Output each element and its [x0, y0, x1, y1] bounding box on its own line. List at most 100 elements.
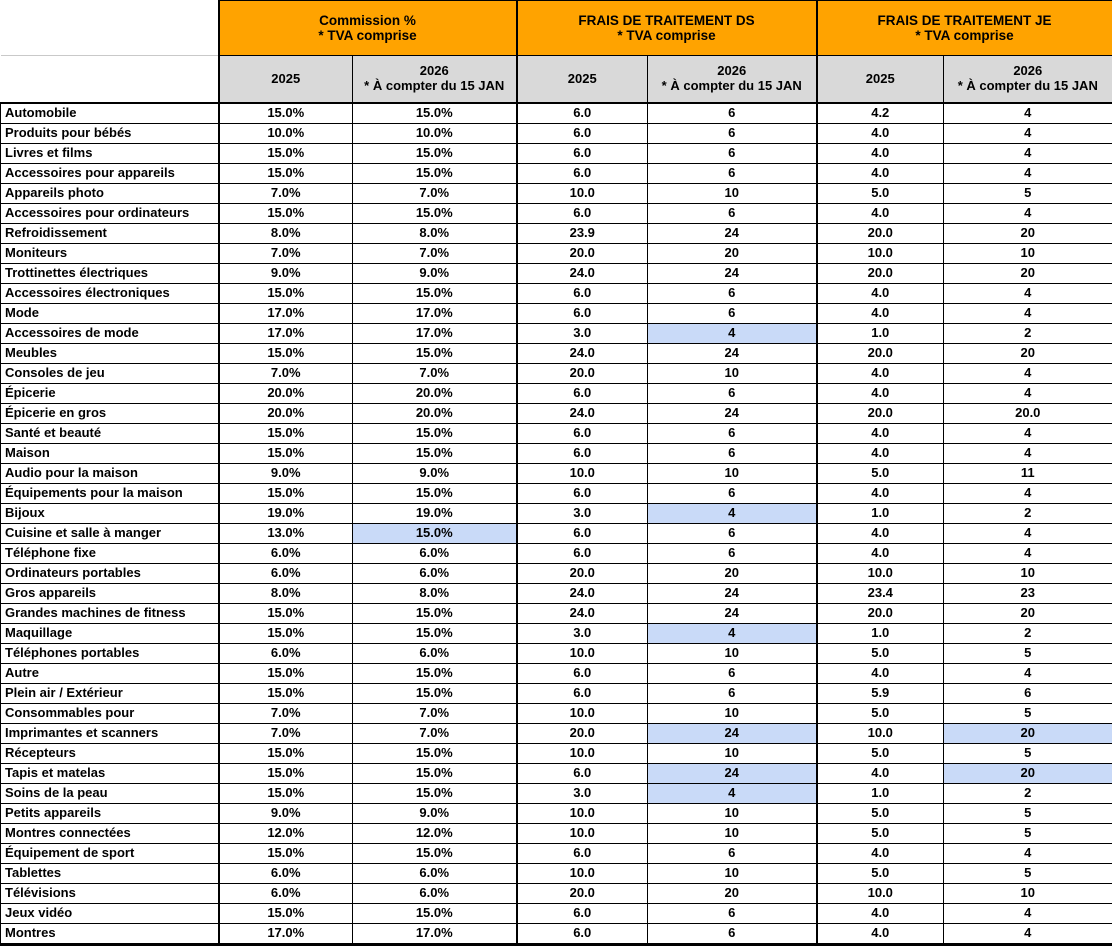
category-cell[interactable]: Jeux vidéo	[0, 903, 220, 924]
value-cell[interactable]: 4	[943, 663, 1112, 684]
value-cell[interactable]: 15.0%	[352, 683, 517, 704]
year-header-2025[interactable]: 2025	[217, 55, 353, 104]
value-cell[interactable]: 15.0%	[218, 903, 353, 924]
value-cell[interactable]: 15.0%	[218, 483, 353, 504]
value-cell[interactable]: 4.0	[815, 663, 945, 684]
value-cell[interactable]: 6.0	[515, 903, 648, 924]
value-cell[interactable]: 19.0%	[218, 503, 353, 524]
value-cell[interactable]: 20.0	[515, 723, 648, 744]
value-cell[interactable]: 6.0%	[218, 563, 353, 584]
value-cell[interactable]: 4	[943, 203, 1112, 224]
category-cell[interactable]: Moniteurs	[0, 243, 220, 264]
value-cell[interactable]: 20.0	[815, 403, 945, 424]
value-cell[interactable]: 15.0%	[218, 143, 353, 164]
category-cell[interactable]: Consommables pour	[0, 703, 220, 724]
value-cell[interactable]: 4	[646, 503, 818, 524]
value-cell[interactable]: 20.0	[815, 263, 945, 284]
value-cell[interactable]: 2	[943, 503, 1112, 524]
category-cell[interactable]: Imprimantes et scanners	[0, 723, 220, 744]
category-cell[interactable]: Trottinettes électriques	[0, 263, 220, 284]
year-header-2025[interactable]: 2025	[815, 55, 945, 104]
value-cell[interactable]: 10	[646, 363, 818, 384]
value-cell[interactable]: 15.0%	[218, 763, 353, 784]
category-cell[interactable]: Mode	[0, 303, 220, 324]
value-cell[interactable]: 6.0	[515, 763, 648, 784]
category-cell[interactable]: Téléphones portables	[0, 643, 220, 664]
value-cell[interactable]: 7.0%	[218, 363, 353, 384]
value-cell[interactable]: 10.0	[815, 563, 945, 584]
value-cell[interactable]: 12.0%	[352, 823, 517, 844]
value-cell[interactable]: 4	[943, 143, 1112, 164]
category-cell[interactable]: Tablettes	[0, 863, 220, 884]
category-cell[interactable]: Soins de la peau	[0, 783, 220, 804]
category-cell[interactable]: Tapis et matelas	[0, 763, 220, 784]
value-cell[interactable]: 20	[943, 603, 1112, 624]
value-cell[interactable]: 17.0%	[218, 923, 353, 946]
value-cell[interactable]: 4.0	[815, 383, 945, 404]
value-cell[interactable]: 6	[646, 423, 818, 444]
value-cell[interactable]: 20.0	[815, 343, 945, 364]
value-cell[interactable]: 20.0	[515, 883, 648, 904]
value-cell[interactable]: 15.0%	[218, 443, 353, 464]
value-cell[interactable]: 20.0	[515, 563, 648, 584]
value-cell[interactable]: 4.2	[815, 102, 945, 124]
category-cell[interactable]: Audio pour la maison	[0, 463, 220, 484]
value-cell[interactable]: 4.0	[815, 283, 945, 304]
value-cell[interactable]: 4.0	[815, 423, 945, 444]
value-cell[interactable]: 6	[646, 303, 818, 324]
value-cell[interactable]: 4.0	[815, 203, 945, 224]
value-cell[interactable]: 6.0	[515, 383, 648, 404]
value-cell[interactable]: 6	[646, 683, 818, 704]
category-cell[interactable]: Produits pour bébés	[0, 123, 220, 144]
value-cell[interactable]: 6.0	[515, 143, 648, 164]
value-cell[interactable]: 10	[943, 563, 1112, 584]
value-cell[interactable]: 9.0%	[218, 463, 353, 484]
value-cell[interactable]: 20.0	[815, 603, 945, 624]
value-cell[interactable]: 5.0	[815, 803, 945, 824]
value-cell[interactable]: 5	[943, 863, 1112, 884]
value-cell[interactable]: 10.0	[815, 883, 945, 904]
value-cell[interactable]: 4.0	[815, 763, 945, 784]
value-cell[interactable]: 24	[646, 403, 818, 424]
category-cell[interactable]: Accessoires pour appareils	[0, 163, 220, 184]
value-cell[interactable]: 5.0	[815, 463, 945, 484]
value-cell[interactable]: 15.0%	[352, 903, 517, 924]
value-cell[interactable]: 15.0%	[352, 423, 517, 444]
category-cell[interactable]: Santé et beauté	[0, 423, 220, 444]
value-cell[interactable]: 6.0	[515, 303, 648, 324]
value-cell[interactable]: 20.0	[943, 403, 1112, 424]
value-cell[interactable]: 15.0%	[352, 203, 517, 224]
value-cell[interactable]: 15.0%	[352, 163, 517, 184]
category-cell[interactable]: Accessoires pour ordinateurs	[0, 203, 220, 224]
value-cell[interactable]: 15.0%	[218, 783, 353, 804]
value-cell[interactable]: 6	[646, 163, 818, 184]
value-cell[interactable]: 15.0%	[218, 843, 353, 864]
value-cell[interactable]: 5.0	[815, 643, 945, 664]
value-cell[interactable]: 15.0%	[218, 743, 353, 764]
value-cell[interactable]: 6	[646, 903, 818, 924]
category-cell[interactable]: Ordinateurs portables	[0, 563, 220, 584]
value-cell[interactable]: 4.0	[815, 543, 945, 564]
value-cell[interactable]: 7.0%	[218, 243, 353, 264]
value-cell[interactable]: 6.0	[515, 423, 648, 444]
value-cell[interactable]: 4.0	[815, 163, 945, 184]
value-cell[interactable]: 20	[943, 263, 1112, 284]
value-cell[interactable]: 2	[943, 323, 1112, 344]
value-cell[interactable]: 4.0	[815, 923, 945, 946]
value-cell[interactable]: 4	[943, 843, 1112, 864]
value-cell[interactable]: 5	[943, 183, 1112, 204]
value-cell[interactable]: 15.0%	[352, 443, 517, 464]
value-cell[interactable]: 7.0%	[352, 183, 517, 204]
value-cell[interactable]: 20	[943, 343, 1112, 364]
category-cell[interactable]: Cuisine et salle à manger	[0, 523, 220, 544]
value-cell[interactable]: 9.0%	[352, 263, 517, 284]
value-cell[interactable]: 15.0%	[352, 483, 517, 504]
value-cell[interactable]: 10	[646, 743, 818, 764]
category-cell[interactable]: Livres et films	[0, 143, 220, 164]
value-cell[interactable]: 4.0	[815, 843, 945, 864]
value-cell[interactable]: 6.0	[515, 443, 648, 464]
value-cell[interactable]: 4	[943, 303, 1112, 324]
category-cell[interactable]: Gros appareils	[0, 583, 220, 604]
value-cell[interactable]: 9.0%	[218, 803, 353, 824]
value-cell[interactable]: 24.0	[515, 583, 648, 604]
